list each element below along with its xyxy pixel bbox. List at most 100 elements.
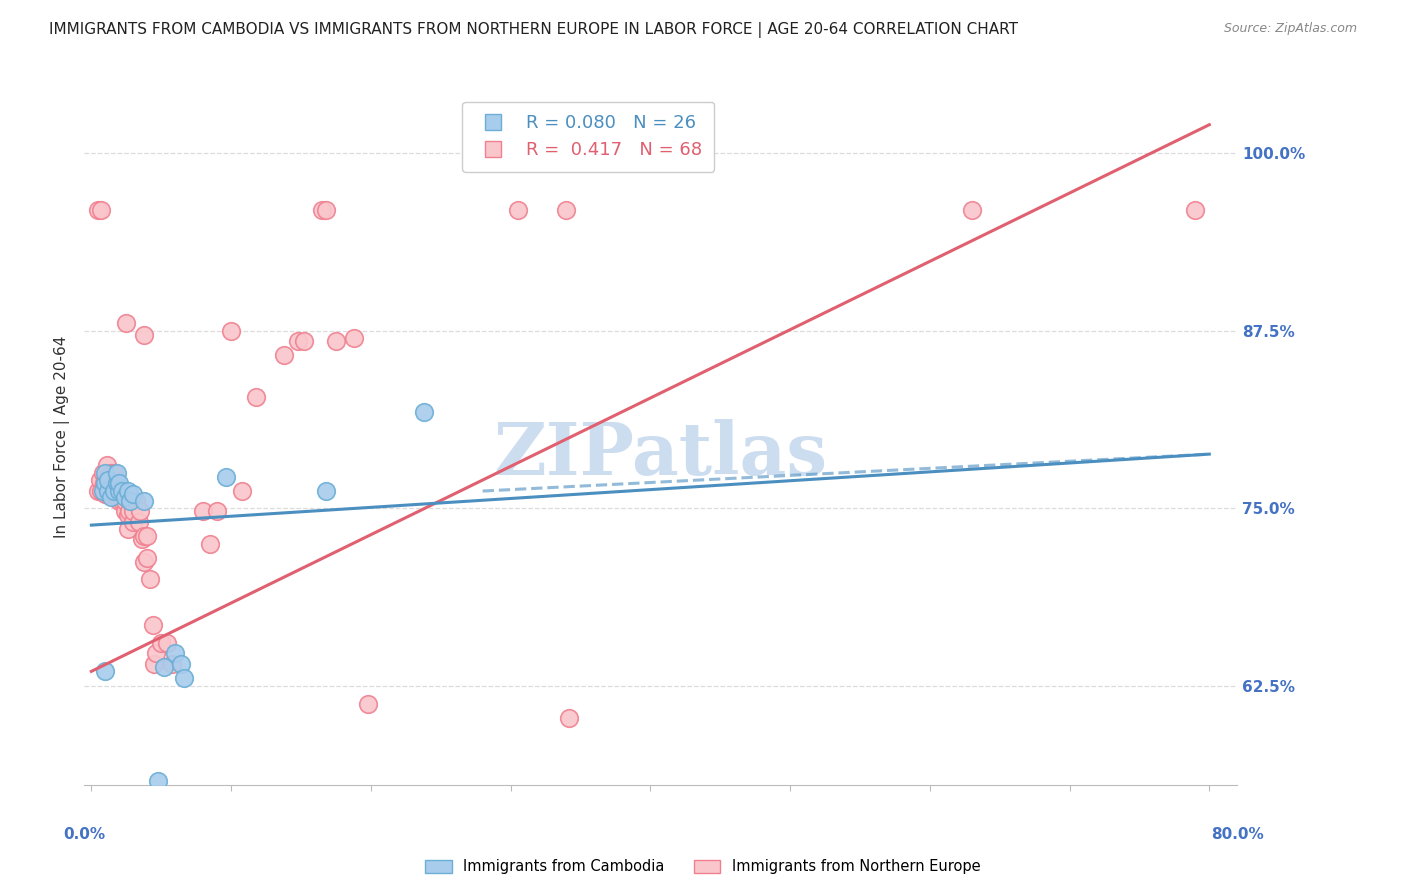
Point [165,646,187,660]
Point [205,504,228,518]
Point [343,331,366,345]
Point [413,404,436,418]
Point [117,483,139,498]
Point [104,487,127,501]
Y-axis label: In Labor Force | Age 20-64: In Labor Force | Age 20-64 [55,336,70,538]
Point [311,202,333,217]
Point [122,516,145,530]
Point [162,657,184,672]
Point [173,672,195,686]
Point [555,202,578,217]
Point [100,483,122,498]
Point [111,483,134,498]
Point [89,473,111,487]
Point [214,470,236,484]
Point [148,773,170,788]
Point [108,483,131,498]
Point [1184,202,1206,217]
Point [97,473,120,487]
Point [142,617,165,632]
Point [100,466,122,480]
Point [960,202,983,217]
Text: IMMIGRANTS FROM CAMBODIA VS IMMIGRANTS FROM NORTHERN EUROPE IN LABOR FORCE | AGE: IMMIGRANTS FROM CAMBODIA VS IMMIGRANTS F… [49,22,1018,38]
Point [115,317,138,331]
Point [105,466,128,480]
Point [143,657,166,672]
Point [114,490,136,504]
Point [139,572,162,586]
Point [292,334,315,348]
Point [198,536,221,550]
Point [150,636,173,650]
Point [90,483,112,498]
Point [103,475,125,490]
Point [108,494,131,508]
Point [94,475,117,490]
Point [94,665,117,679]
Point [558,711,581,725]
Point [153,660,176,674]
Text: 80.0%: 80.0% [1211,827,1264,842]
Point [103,483,125,498]
Text: ZIPatlas: ZIPatlas [494,419,828,490]
Point [120,494,142,508]
Point [107,490,129,504]
Point [128,516,150,530]
Point [245,390,267,404]
Point [111,494,134,508]
Point [219,324,242,338]
Point [118,504,141,518]
Point [105,480,128,494]
Point [108,475,131,490]
Point [125,494,148,508]
Point [134,555,156,569]
Point [97,487,120,501]
Point [134,327,156,342]
Point [122,487,145,501]
Point [315,483,337,498]
Point [315,202,337,217]
Point [101,483,124,498]
Point [231,483,253,498]
Point [94,473,117,487]
Point [287,334,309,348]
Text: Source: ZipAtlas.com: Source: ZipAtlas.com [1223,22,1357,36]
Point [114,504,136,518]
Point [117,508,139,523]
Point [96,458,118,473]
Point [100,490,122,504]
Point [170,657,193,672]
Point [108,483,131,498]
Point [111,483,134,498]
Point [94,487,117,501]
Point [97,483,120,498]
Point [145,646,167,660]
Point [87,483,110,498]
Point [94,466,117,480]
Point [273,348,295,362]
Point [103,466,125,480]
Point [91,466,114,480]
Point [117,522,139,536]
Point [129,504,152,518]
Point [87,202,110,217]
Point [156,636,179,650]
Text: 0.0%: 0.0% [63,827,105,842]
Point [93,475,115,490]
Point [120,494,142,508]
Point [136,529,159,543]
Point [91,483,114,498]
Legend: Immigrants from Cambodia, Immigrants from Northern Europe: Immigrants from Cambodia, Immigrants fro… [419,854,987,880]
Point [90,202,112,217]
Point [134,529,156,543]
Point [105,475,128,490]
Point [506,202,529,217]
Point [131,533,153,547]
Legend: R = 0.080   N = 26, R =  0.417   N = 68: R = 0.080 N = 26, R = 0.417 N = 68 [463,102,714,172]
Point [122,504,145,518]
Point [136,550,159,565]
Point [114,494,136,508]
Point [325,334,347,348]
Point [191,504,214,518]
Point [357,697,380,711]
